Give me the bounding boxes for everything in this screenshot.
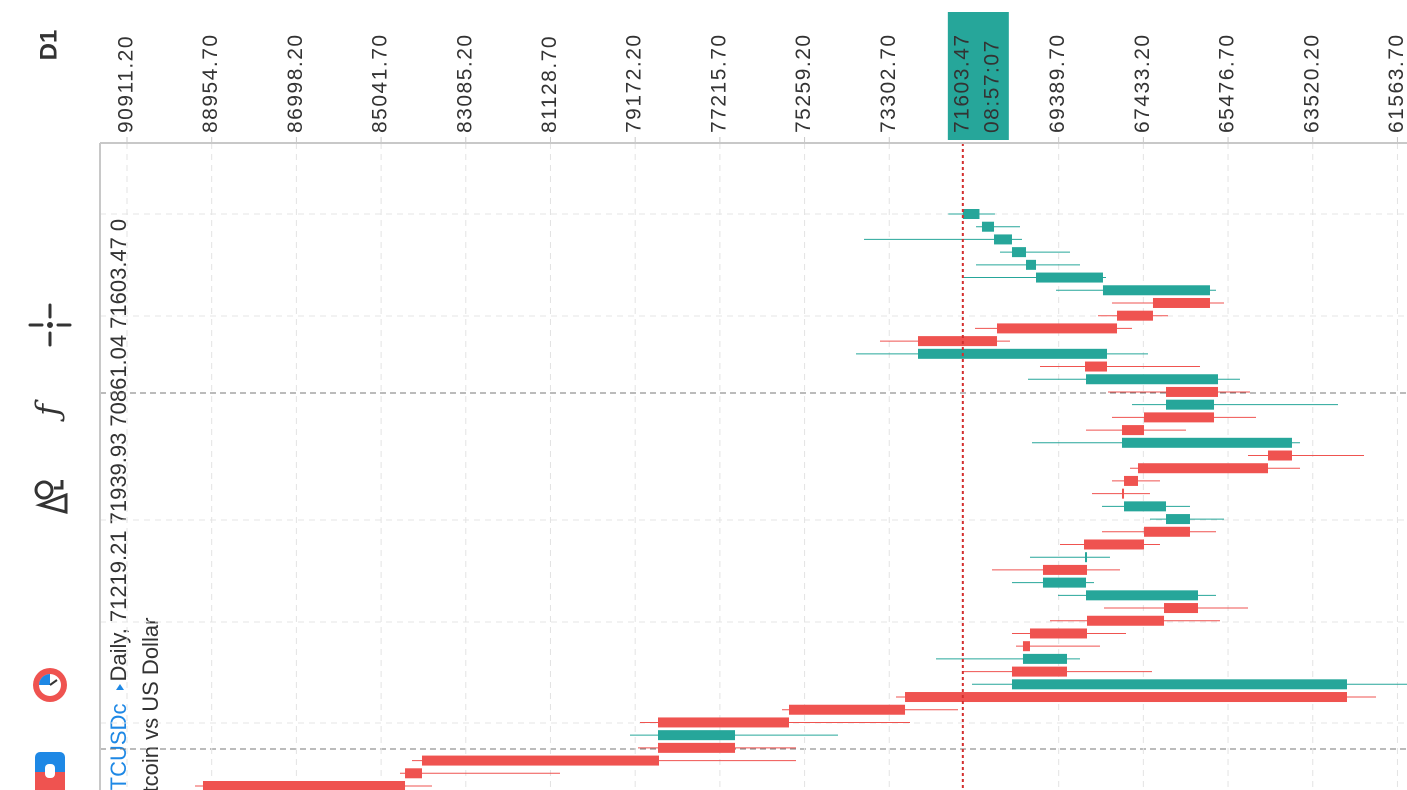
candle-body [1011,666,1068,677]
candle-body [918,348,1108,359]
candle-body [997,323,1118,334]
last-price-time: 08:57:07 [980,39,1003,133]
ohlc-extra: 0 [106,219,131,231]
x-tick-label: 75259.20 [792,33,815,133]
candle-body [1042,564,1088,575]
candle-body [1085,361,1108,372]
candle-body [1144,526,1190,537]
candle-body [1152,297,1210,308]
candle-body [1086,590,1198,601]
candle-body [1121,437,1292,448]
candle-body [1121,425,1145,436]
candle-body [905,692,1348,703]
candle-body [1022,641,1030,652]
candle-body [1137,463,1268,474]
candle-body [981,221,995,232]
candle-body [1085,552,1088,563]
candle-body [788,704,906,715]
candle-body [1086,374,1218,385]
candle-body [994,234,1012,245]
candle-body [1166,386,1218,397]
x-tick-label: 77215.70 [707,33,730,133]
x-tick-label: 73302.70 [877,33,900,133]
x-tick-label: 85041.70 [369,33,392,133]
x-tick-label: 83085.20 [453,33,476,133]
x-tick-label: 69389.70 [1046,33,1069,133]
candle-body [918,336,998,347]
candle-body [1121,488,1125,499]
x-tick-label: 61563.70 [1385,33,1407,133]
crosshair-button[interactable] [28,303,72,347]
app-button[interactable] [35,752,65,790]
candle-body [1087,615,1165,626]
candle-body [1124,501,1167,512]
x-tick-label: 88954.70 [199,33,222,133]
x-tick-label: 63520.20 [1300,33,1323,133]
candle-body [1267,450,1292,461]
candle-body [658,717,789,728]
candle-body [1022,653,1068,664]
candle-body [658,742,736,753]
symbol-dropdown[interactable] [116,684,124,690]
price-axis: 90911.20 88954.70 86998.20 85041.70 83085.20… [115,12,1407,143]
candle-body [421,755,659,766]
candles [195,143,1407,790]
symbol-description: Bitcoin vs US Dollar [138,618,163,790]
x-tick-label: 81128.70 [538,35,561,133]
last-price-label: 71603.47 [950,33,973,133]
x-tick-label: 65476.70 [1216,33,1239,133]
candle-body [1117,310,1153,321]
candle-body [202,781,406,790]
candle-body [1144,412,1215,423]
candle-body [658,730,736,741]
x-tick-label: 79172.20 [623,33,646,133]
candle-body [1102,285,1210,296]
period-separators [100,392,1407,750]
candle-body [1084,539,1145,550]
candle-body [405,768,422,779]
candle-body [1124,475,1138,486]
x-tick-label: 86998.20 [284,33,307,133]
candle-body [962,209,980,219]
candle-body [1029,628,1088,639]
candle-body [1026,259,1037,270]
indicators-button[interactable]: ƒ [29,399,67,422]
candle-body [1011,247,1027,258]
candle-body [1166,514,1190,525]
clock-button[interactable] [33,668,67,702]
symbol-header: BTCUSDcDaily,71219.2171939.9370861.04716… [106,219,131,790]
candle-body [1164,603,1198,614]
candle-body [1042,577,1087,588]
last-price-box [947,12,1009,140]
ohlc-close: 71603.47 [106,237,131,329]
x-tick-label: 90911.20 [115,35,138,133]
candle-body [1036,272,1103,283]
objects-button[interactable] [34,480,68,514]
x-tick-label: 67433.20 [1131,33,1154,133]
candle-body [1166,399,1215,410]
candle-body [1011,679,1348,690]
timeframe-button[interactable]: D1 [35,30,62,61]
